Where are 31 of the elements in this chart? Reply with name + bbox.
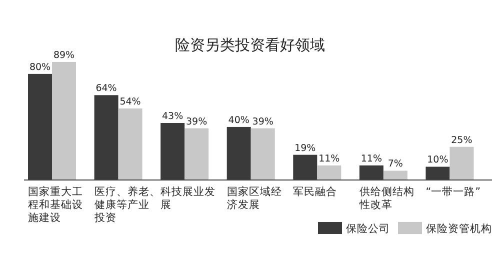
bar bbox=[317, 165, 342, 180]
bar bbox=[383, 170, 408, 180]
bar bbox=[250, 128, 275, 180]
bar bbox=[184, 128, 209, 180]
bar bbox=[52, 62, 76, 180]
x-tick-label: 供给侧结构性改革 bbox=[358, 185, 414, 211]
data-label: 54% bbox=[120, 96, 141, 108]
bar bbox=[118, 108, 142, 180]
legend-label: 保险公司 bbox=[346, 223, 390, 235]
x-tick-label: 国家重大工程和基础设施建设 bbox=[28, 185, 83, 224]
bar bbox=[450, 146, 474, 180]
chart-title: 险资另类投资看好领域 bbox=[175, 36, 325, 54]
data-label: 80% bbox=[29, 62, 51, 73]
data-label: 11% bbox=[360, 153, 382, 164]
x-tick-label: “一带一路” bbox=[426, 185, 481, 198]
x-tick-label: 科技展业发展 bbox=[160, 185, 216, 211]
data-label: 64% bbox=[96, 83, 117, 94]
data-label: 19% bbox=[294, 142, 316, 154]
data-label: 39% bbox=[186, 116, 208, 128]
data-label: 89% bbox=[53, 50, 75, 61]
legend-label: 保险资管机构 bbox=[426, 223, 492, 235]
x-tick-label: 军民融合 bbox=[293, 185, 338, 198]
data-label: 40% bbox=[228, 114, 250, 126]
data-label: 25% bbox=[451, 134, 472, 146]
data-label: 39% bbox=[252, 116, 274, 128]
x-tick-label: 医疗、养老、健康等产业投资 bbox=[93, 185, 160, 224]
data-label: 11% bbox=[318, 153, 340, 164]
data-label: 10% bbox=[427, 154, 448, 166]
data-label: 7% bbox=[388, 158, 403, 170]
x-tick-label: 国家区域经济发展 bbox=[226, 185, 282, 211]
data-label: 43% bbox=[162, 110, 184, 122]
